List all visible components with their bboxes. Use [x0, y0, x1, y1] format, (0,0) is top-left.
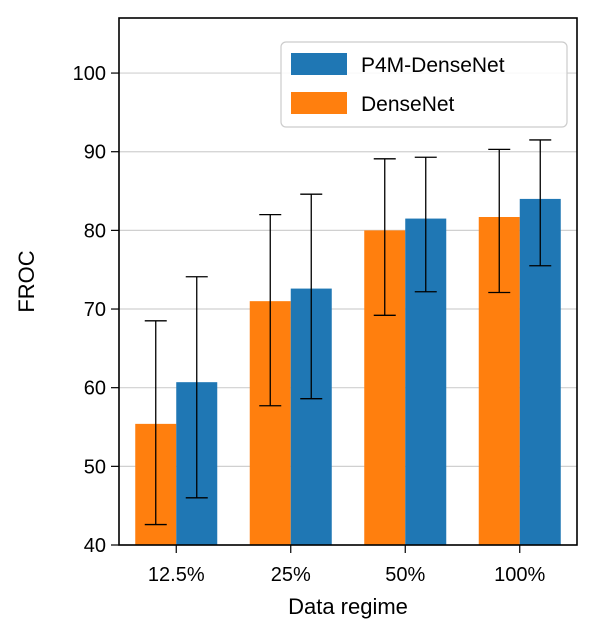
legend-swatch	[291, 92, 347, 114]
x-tick-label: 12.5%	[148, 564, 205, 586]
x-tick-label: 25%	[271, 564, 311, 586]
legend-box	[280, 41, 568, 128]
plot-frame	[118, 17, 578, 546]
legend-swatch	[291, 53, 347, 75]
y-axis-label: FROC	[14, 250, 39, 312]
error-bars	[144, 139, 552, 526]
x-tick-label: 100%	[494, 564, 545, 586]
y-tick-label: 80	[84, 220, 106, 242]
y-tick-label: 90	[84, 142, 106, 164]
axes: 40 50 60 70 80 90 100 12.5% 25% 50% 100%	[73, 17, 578, 586]
legend-label: P4M-DenseNet	[361, 54, 505, 77]
y-tick-label: 50	[84, 456, 106, 478]
y-tick-label: 60	[84, 378, 106, 400]
y-tick-label: 100	[73, 63, 106, 85]
legend: P4M-DenseNet DenseNet	[280, 41, 568, 128]
y-tick-label: 70	[84, 299, 106, 321]
x-tick-label: 50%	[385, 564, 425, 586]
x-axis-label: Data regime	[288, 594, 408, 619]
legend-label: DenseNet	[361, 93, 455, 116]
bars	[135, 198, 561, 545]
y-tick-label: 40	[84, 535, 106, 557]
